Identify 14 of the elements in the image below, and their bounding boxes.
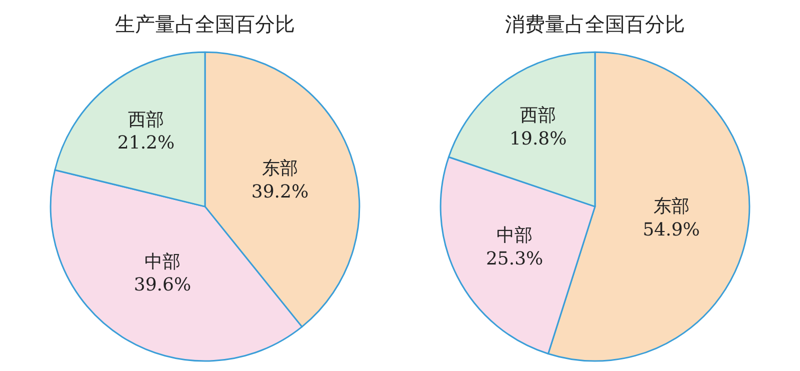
slice-label: 西部 [128, 109, 164, 130]
slice-label: 中部 [496, 225, 533, 246]
data-label: 39.6% [134, 274, 192, 296]
chart-title: 生产量占全国百分比 [115, 12, 295, 36]
data-label: 25.3% [486, 248, 544, 270]
slice-label: 东部 [653, 196, 690, 218]
slice-label: 中部 [144, 251, 180, 272]
data-label: 54.9% [642, 220, 700, 241]
data-label: 39.2% [251, 181, 309, 202]
data-label: 19.8% [510, 128, 567, 150]
chart-title: 消费量占全国百分比 [505, 12, 685, 36]
slice-label: 西部 [520, 105, 556, 126]
data-label: 21.2% [117, 132, 175, 154]
slice-label: 东部 [262, 158, 298, 179]
